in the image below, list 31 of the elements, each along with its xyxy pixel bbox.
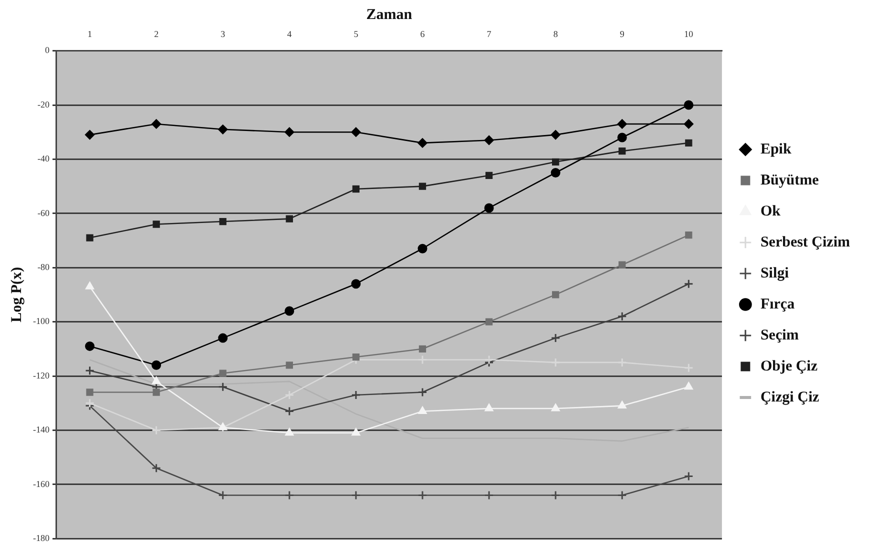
legend-label: Fırça	[760, 296, 796, 312]
x-tick-label: 3	[220, 28, 226, 39]
y-tick-label: 0	[44, 45, 50, 56]
x-tick-label: 9	[620, 28, 625, 39]
legend-label: Büyütme	[760, 172, 820, 188]
legend-label: Ok	[760, 203, 782, 220]
x-tick-label: 4	[287, 28, 292, 39]
x-tick-label: 2	[154, 28, 159, 39]
legend-label: Serbest Çizim	[760, 234, 851, 250]
legend-label: Obje Çiz	[760, 358, 818, 374]
y-tick-label: -60	[37, 208, 50, 218]
legend-label: Seçim	[760, 327, 800, 344]
x-axis-title: Zaman	[366, 6, 413, 23]
legend-label: Çizgi Çiz	[760, 389, 820, 406]
legend-label: Silgi	[760, 265, 789, 282]
x-tick-label: 5	[354, 28, 359, 39]
y-tick-label: -80	[37, 262, 50, 272]
y-tick-label: -120	[32, 370, 50, 380]
y-tick-label: -160	[32, 478, 50, 489]
y-tick-label: -40	[37, 154, 50, 164]
y-tick-label: -140	[32, 424, 50, 435]
x-tick-label: 8	[553, 28, 558, 39]
y-tick-label: -20	[37, 99, 50, 110]
y-tick-label: -100	[32, 316, 50, 326]
x-tick-label: 1	[88, 28, 92, 39]
legend-label: Epik	[760, 141, 792, 158]
x-tick-label: 10	[684, 28, 694, 39]
y-tick-label: -180	[32, 532, 50, 543]
y-axis-title: Log P(x)	[8, 266, 25, 322]
x-tick-label: 6	[420, 28, 426, 39]
x-tick-label: 7	[486, 28, 492, 39]
